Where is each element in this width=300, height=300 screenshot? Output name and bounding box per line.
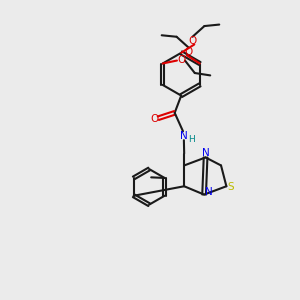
Text: S: S (228, 182, 235, 192)
Text: N: N (202, 148, 210, 158)
Text: O: O (188, 36, 196, 46)
Text: O: O (177, 55, 185, 65)
Text: N: N (205, 187, 212, 196)
Text: N: N (180, 131, 188, 141)
Text: H: H (188, 134, 195, 143)
Text: O: O (184, 46, 193, 57)
Text: O: O (150, 114, 158, 124)
